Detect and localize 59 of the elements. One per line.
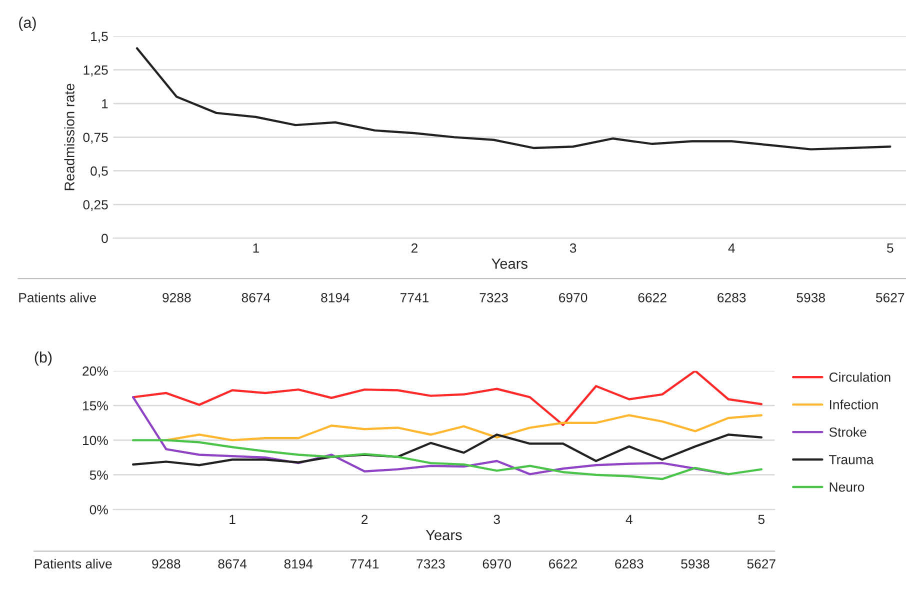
line-series bbox=[136, 47, 892, 150]
x-tick-label: 5 bbox=[887, 244, 894, 253]
legend-label: Infection bbox=[830, 400, 878, 410]
text: 7741 bbox=[400, 293, 429, 302]
text: 9288 bbox=[162, 292, 191, 302]
y-tick-label: 0 bbox=[102, 234, 108, 244]
text: 9288 bbox=[152, 559, 180, 569]
text: 6283 bbox=[718, 292, 746, 302]
chart-title: (a) bbox=[19, 16, 36, 32]
text: 5938 bbox=[796, 292, 825, 302]
text: 7741 bbox=[350, 559, 379, 568]
text: 6622 bbox=[638, 292, 666, 302]
legend-label: Trauma bbox=[829, 455, 874, 464]
line-series bbox=[165, 414, 763, 442]
text: 8194 bbox=[284, 559, 313, 569]
legend-label: Circulation bbox=[829, 372, 890, 382]
y-tick-label: 0,25 bbox=[83, 200, 108, 211]
x-tick-label: 3 bbox=[494, 514, 500, 524]
x-tick-label: 5 bbox=[758, 514, 765, 524]
x-tick-label: 2 bbox=[362, 514, 368, 524]
text: 7323 bbox=[416, 559, 445, 569]
text: 6622 bbox=[548, 559, 578, 569]
text: 8194 bbox=[321, 292, 350, 302]
text: 7323 bbox=[480, 292, 508, 302]
x-tick-label: 2 bbox=[411, 243, 418, 253]
y-tick-label: 0% bbox=[90, 505, 108, 514]
text: 6970 bbox=[559, 292, 588, 302]
y-tick-label: 20% bbox=[82, 366, 108, 376]
legend-label: Stroke bbox=[829, 427, 866, 437]
text: Patients alive bbox=[19, 292, 96, 302]
legend-label: Neuro bbox=[830, 482, 864, 492]
y-tick-label: 15% bbox=[82, 401, 108, 410]
x-tick-label: 4 bbox=[626, 514, 632, 524]
y-tick-label: 0,75 bbox=[83, 132, 108, 144]
y-tick-label: 1 bbox=[102, 99, 108, 108]
y-tick-label: 5% bbox=[90, 470, 108, 480]
x-axis-title: Years bbox=[492, 258, 528, 269]
y-tick-label: 1,5 bbox=[91, 32, 108, 43]
text: 5627 bbox=[747, 559, 776, 569]
x-tick-label: 1 bbox=[253, 244, 259, 253]
line-series bbox=[132, 439, 763, 480]
text: Patients alive bbox=[34, 558, 112, 569]
x-tick-label: 1 bbox=[230, 514, 236, 524]
x-axis-title: Years bbox=[426, 530, 462, 540]
x-tick-label: 4 bbox=[728, 244, 735, 253]
text: 8674 bbox=[218, 559, 247, 569]
x-tick-label: 3 bbox=[570, 243, 576, 253]
y-tick-label: 1,25 bbox=[84, 65, 108, 76]
text: 5938 bbox=[681, 559, 710, 569]
y-tick-label: 10% bbox=[82, 436, 108, 446]
y-axis-title: Readmission rate bbox=[64, 84, 74, 190]
text: 6970 bbox=[482, 559, 512, 569]
line-series bbox=[132, 370, 763, 426]
y-tick-label: 0,5 bbox=[90, 166, 108, 178]
text: 5627 bbox=[876, 292, 904, 302]
chart-title: (b) bbox=[34, 351, 52, 366]
text: 6283 bbox=[615, 559, 644, 569]
line-series bbox=[132, 434, 763, 466]
text: 8674 bbox=[242, 292, 270, 302]
